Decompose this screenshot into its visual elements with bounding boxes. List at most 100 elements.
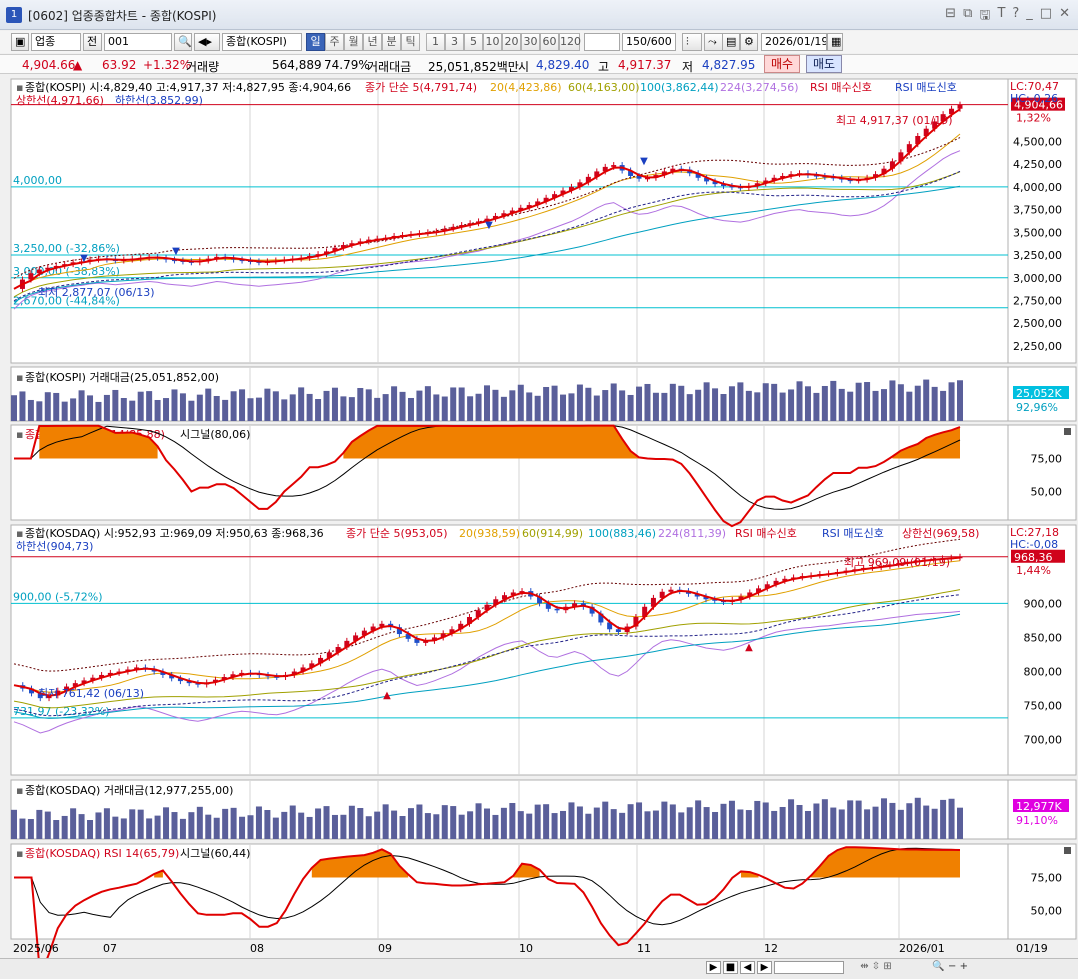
kospi-candle [847,179,853,182]
forward-icon[interactable]: ▶ [757,961,772,974]
count-field[interactable]: 150/600 [622,33,676,51]
kospi-amount-bar [272,391,279,421]
speaker-icon[interactable]: ◀▸ [194,33,220,51]
kosdaq-amount-bar [864,809,871,839]
rewind-icon[interactable]: ◀ [740,961,755,974]
kospi-ytick: 3,500,00 [1013,226,1062,239]
minute-120[interactable]: 120 [559,33,581,51]
minute-3[interactable]: 3 [445,33,464,51]
kospi-ma60 [13,171,961,298]
kosdaq-rsi-ytick: 50,00 [1031,905,1063,918]
kosdaq-rsi-buy-signal: ▲ [745,642,753,653]
kosdaq-candle [396,627,402,635]
minute-20[interactable]: 20 [502,33,521,51]
chart-area[interactable]: ▪ 종합(KOSPI) 시:4,829,40 고:4,917,37 저:4,827… [0,76,1078,958]
custom-period-select[interactable] [584,33,620,51]
period-tick[interactable]: 틱 [401,33,420,51]
kosdaq-upper-band: 상한선(969,58) [902,527,979,540]
kosdaq-candle [212,679,218,683]
kospi-rsi-sell-signal: ▼ [80,253,88,264]
kospi-candle [602,166,608,172]
close-icon[interactable]: ✕ [1059,6,1070,21]
kosdaq-amount-bar [517,811,524,839]
kosdaq-amount-header: 종합(KOSDAQ) 거래대금(12,977,255,00) [25,784,233,797]
settings-gear-icon[interactable]: ⚙ [740,33,758,51]
kospi-candle [340,245,346,248]
kosdaq-amount-bar [365,816,372,839]
kospi-amount-bar [880,389,887,421]
kosdaq-candle [747,592,753,597]
menu-icon: ▪ [16,428,23,441]
minimize-icon[interactable]: _ [1026,6,1033,21]
copy-icon[interactable]: ⧉ [963,6,973,21]
help-icon[interactable]: ? [1012,6,1020,21]
calendar-icon[interactable]: ▦ [827,33,843,51]
play-icon[interactable]: ▶ [706,961,721,974]
toolbar: ▣ 업종 전 001 🔍 ◀▸ 종합(KOSPI) 일 주 월 년 분 틱 1 … [0,31,1078,53]
search-icon[interactable]: 🔍 [174,33,192,51]
kosdaq-candle [572,603,578,607]
kospi-ytick: 3,750,00 [1013,204,1062,217]
kosdaq-candle [405,634,411,639]
save-icon[interactable]: 🖫 [979,8,991,23]
kosdaq-amount-bar [70,808,77,839]
zoom-tools-icon[interactable]: ⇹ ⇳ ⊞ [860,961,892,972]
minute-1[interactable]: 1 [426,33,445,51]
kosdaq-amount-bar [407,808,414,839]
kosdaq-candle [169,674,175,679]
minute-30[interactable]: 30 [521,33,540,51]
tile-icon[interactable]: ⊟ [945,6,957,21]
kosdaq-candle [650,597,656,607]
candle-type-icon[interactable]: ⫶ [682,33,702,51]
kospi-amount-bar [44,392,51,421]
market-select[interactable]: 업종 [31,33,81,51]
kospi-candle [518,207,524,211]
save-chart-icon[interactable]: ▤ [722,33,740,51]
all-button[interactable]: 전 [83,33,102,51]
kospi-legend-1: 20(4,423,86) [490,81,562,94]
kosdaq-candle [318,657,324,664]
code-input[interactable]: 001 [104,33,172,51]
date-field[interactable]: 2026/01/19 [761,33,827,51]
kospi-candle [670,168,676,172]
kospi-candle [889,161,895,169]
period-week[interactable]: 주 [325,33,344,51]
kosdaq-amount-bar [762,802,769,839]
kosdaq-candle [107,672,113,675]
indicator-icon[interactable]: ⤳ [704,33,724,51]
maximize-icon[interactable]: □ [1039,6,1053,21]
minute-10[interactable]: 10 [483,33,502,51]
layout-icon[interactable]: ▣ [11,33,29,51]
kosdaq-legend-0: 종가 단순 5(953,05) [346,527,448,540]
kosdaq-amount-bar [146,818,153,839]
kosdaq-candle [186,681,192,684]
minute-5[interactable]: 5 [464,33,483,51]
period-month[interactable]: 월 [344,33,363,51]
kosdaq-amount-bar [906,803,913,839]
period-day[interactable]: 일 [306,33,325,51]
buy-button[interactable]: 매수 [764,55,800,73]
kospi-amount-bar [407,397,414,421]
stop-icon[interactable]: ■ [723,961,738,974]
kosdaq-amount-bar [576,806,583,839]
menu-icon: ▪ [16,784,23,797]
kosdaq-rsi-rsi-line [14,846,961,958]
minute-60[interactable]: 60 [540,33,559,51]
kospi-ma100 [13,185,961,303]
kospi-amount-bar [11,395,17,421]
period-year[interactable]: 년 [363,33,382,51]
kospi-amount-bar [678,385,685,421]
zoom-icon[interactable]: 🔍 − + [932,961,968,972]
period-minute[interactable]: 분 [382,33,401,51]
menu-icon: ▪ [16,527,23,540]
name-field: 종합(KOSPI) [222,33,302,51]
sell-button[interactable]: 매도 [806,55,842,73]
kosdaq-candle [134,667,140,670]
kosdaq-amount-bar [847,800,854,839]
font-icon[interactable]: T [997,6,1006,21]
scroll-track[interactable] [774,961,844,974]
kospi-candle [949,108,955,115]
kospi-amount-bar [754,392,761,421]
kosdaq-amount-bar [923,805,930,839]
kosdaq-last-price: 968,36 [1014,551,1053,564]
